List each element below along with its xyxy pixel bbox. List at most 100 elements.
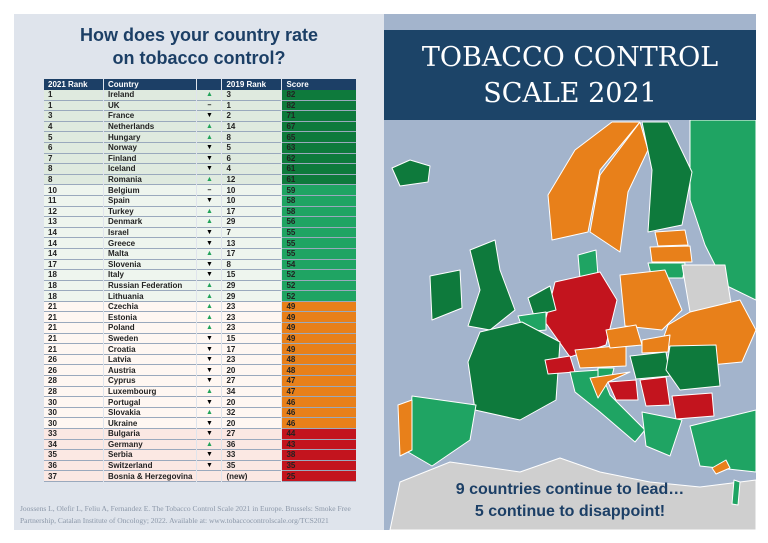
score: 52 — [282, 291, 357, 302]
rank-2019: 23 — [222, 354, 282, 366]
country-czechia — [605, 324, 643, 349]
country-hungary — [629, 351, 671, 380]
table-row: 18 Lithuania ▲ 29 52 — [44, 291, 357, 302]
rank-2021: 30 — [44, 407, 103, 419]
country-name: Switzerland — [104, 460, 197, 472]
country-name: Belgium — [104, 185, 197, 196]
rank-2019: 2 — [222, 111, 282, 122]
rank-2019: 8 — [222, 259, 282, 271]
table-row: 7 Finland ▼ 6 62 — [44, 153, 357, 165]
country-name: Portugal — [104, 397, 197, 408]
arrow-up-icon: ▲ — [197, 217, 222, 228]
rank-2019: 15 — [222, 270, 282, 281]
country-name: Slovakia — [104, 407, 197, 419]
score: 55 — [282, 248, 357, 260]
country-greece — [641, 411, 683, 457]
rank-2021: 18 — [44, 280, 103, 292]
country-name: Latvia — [104, 354, 197, 366]
country-bosnia — [607, 379, 639, 401]
country-name: Ukraine — [104, 418, 197, 429]
rank-2021: 28 — [44, 376, 103, 387]
arrow-down-icon: ▼ — [197, 333, 222, 345]
rank-2021: 17 — [44, 259, 103, 271]
score: 46 — [282, 397, 357, 408]
arrow-up-icon: ▲ — [197, 121, 222, 133]
table-row: 21 Sweden ▼ 15 49 — [44, 333, 357, 345]
country-name: Romania — [104, 174, 197, 186]
rank-2019: 12 — [222, 174, 282, 186]
rank-2021: 1 — [44, 100, 103, 112]
arrow-down-icon: ▼ — [197, 153, 222, 165]
arrow-up-icon: ▲ — [197, 280, 222, 292]
rank-2021: 14 — [44, 227, 103, 239]
country-bulgaria — [671, 392, 715, 420]
arrow-down-icon: ▼ — [197, 195, 222, 207]
rank-2019: 20 — [222, 397, 282, 408]
rank-2021: 21 — [44, 333, 103, 345]
arrow-down-icon: ▼ — [197, 270, 222, 281]
score: 54 — [282, 259, 357, 271]
country-name: Lithuania — [104, 291, 197, 302]
table-row: 26 Latvia ▼ 23 48 — [44, 354, 357, 366]
table-row: 21 Croatia ▼ 17 49 — [44, 344, 357, 355]
score: 44 — [282, 429, 357, 440]
score: 82 — [282, 100, 357, 112]
score: 49 — [282, 333, 357, 345]
score: 47 — [282, 376, 357, 387]
score: 49 — [282, 323, 357, 334]
rank-2019: (new) — [222, 471, 282, 482]
dash-icon: – — [197, 185, 222, 196]
country-name: Austria — [104, 365, 197, 377]
rank-2021: 34 — [44, 439, 103, 451]
table-row: 26 Austria ▼ 20 48 — [44, 365, 357, 377]
country-netherlands — [527, 285, 557, 317]
table-row: 3 France ▼ 2 71 — [44, 111, 357, 122]
country-name: Norway — [104, 142, 197, 154]
country-spain — [407, 395, 477, 467]
country-cyprus — [711, 459, 731, 475]
table-row: 14 Malta ▲ 17 55 — [44, 248, 357, 260]
table-row: 34 Germany ▲ 36 43 — [44, 439, 357, 451]
country-name: Finland — [104, 153, 197, 165]
rank-2019: 14 — [222, 121, 282, 133]
rank-2021: 3 — [44, 111, 103, 122]
table-row: 33 Bulgaria ▼ 27 44 — [44, 429, 357, 440]
rank-2019: 29 — [222, 291, 282, 302]
score: 58 — [282, 195, 357, 207]
country-uk — [467, 239, 516, 331]
country-finland — [641, 121, 693, 233]
country-name: Spain — [104, 195, 197, 207]
score: 47 — [282, 386, 357, 398]
country-name: Cyprus — [104, 376, 197, 387]
rank-2019: 27 — [222, 376, 282, 387]
score: 38 — [282, 450, 357, 461]
country-name: Czechia — [104, 301, 197, 313]
rank-2021: 36 — [44, 460, 103, 472]
map-panel: TOBACCO CONTROL SCALE 2021 9 countries c… — [384, 14, 756, 530]
rank-2019: 20 — [222, 365, 282, 377]
arrow-up-icon: ▲ — [197, 386, 222, 398]
table-row: 10 Belgium – 10 59 — [44, 185, 357, 196]
score: 55 — [282, 238, 357, 249]
country-name: Poland — [104, 323, 197, 334]
arrow-down-icon: ▼ — [197, 397, 222, 408]
country-name: Greece — [104, 238, 197, 249]
page-title: How does your country rate on tobacco co… — [14, 24, 384, 70]
country-north-africa — [389, 457, 756, 530]
rank-2019: 10 — [222, 195, 282, 207]
table-row: 4 Netherlands ▲ 14 67 — [44, 121, 357, 133]
arrow-down-icon: ▼ — [197, 429, 222, 440]
rank-2021: 6 — [44, 142, 103, 154]
ranking-table: 2021 Rank Country 2019 Rank Score 1 Irel… — [43, 79, 357, 482]
country-name: Malta — [104, 248, 197, 260]
rank-2021: 5 — [44, 132, 103, 143]
country-ireland — [429, 269, 463, 321]
rank-2021: 30 — [44, 397, 103, 408]
arrow-up-icon: ▲ — [197, 439, 222, 451]
rank-2019: 29 — [222, 217, 282, 228]
country-france — [467, 321, 561, 421]
arrow-up-icon: ▲ — [197, 323, 222, 334]
score: 61 — [282, 174, 357, 186]
arrow-down-icon: ▼ — [197, 365, 222, 377]
score: 48 — [282, 365, 357, 377]
